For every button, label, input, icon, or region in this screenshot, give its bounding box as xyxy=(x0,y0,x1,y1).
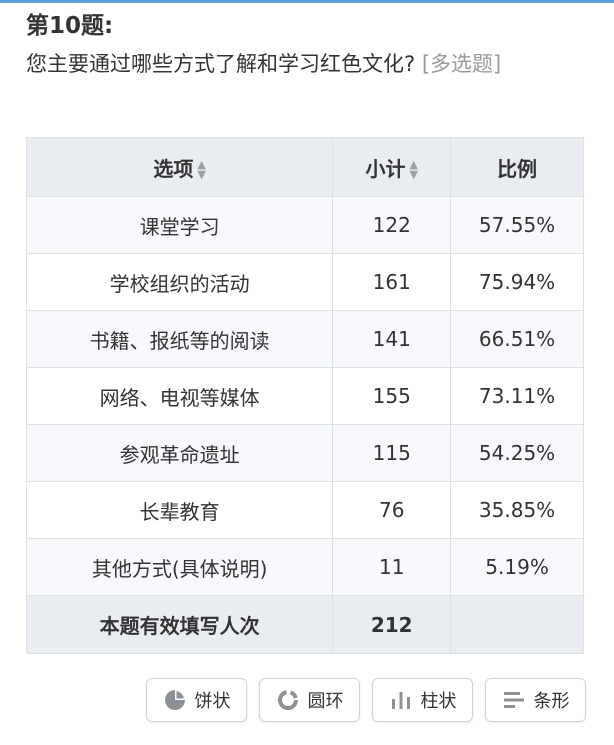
footer-label: 本题有效填写人次 xyxy=(27,596,333,654)
table-row: 其他方式(具体说明) 11 5.19% xyxy=(27,539,584,596)
top-accent-line xyxy=(0,0,614,3)
result-table: 选项 ▲ ▼ 小计 ▲ ▼ 比例 课堂学习 122 57.55% 学校组织的活动 161… xyxy=(26,137,584,654)
question-type-tag: [多选题] xyxy=(422,52,501,76)
row-ratio: 5.19% xyxy=(451,539,584,596)
row-count: 76 xyxy=(333,482,451,539)
row-count: 155 xyxy=(333,368,451,425)
question-text: 您主要通过哪些方式了解和学习红色文化? xyxy=(26,52,415,76)
row-ratio: 35.85% xyxy=(451,482,584,539)
bar-chart-button[interactable]: 柱状 xyxy=(372,678,473,722)
header-ratio: 比例 xyxy=(451,138,584,197)
header-ratio-label: 比例 xyxy=(497,157,537,181)
horizontal-bar-chart-button[interactable]: 条形 xyxy=(485,678,586,722)
row-count: 11 xyxy=(333,539,451,596)
pie-chart-button[interactable]: 饼状 xyxy=(146,678,247,722)
pie-chart-icon xyxy=(163,688,187,712)
header-option[interactable]: 选项 ▲ ▼ xyxy=(27,138,333,197)
question-block: 第10题: 您主要通过哪些方式了解和学习红色文化? [多选题] xyxy=(26,10,586,82)
row-ratio: 75.94% xyxy=(451,254,584,311)
header-count[interactable]: 小计 ▲ ▼ xyxy=(333,138,451,197)
row-option: 课堂学习 xyxy=(27,197,333,254)
header-count-label: 小计 xyxy=(365,157,405,181)
header-option-label: 选项 xyxy=(153,157,193,181)
row-option: 其他方式(具体说明) xyxy=(27,539,333,596)
question-number: 第10题: xyxy=(26,10,586,42)
row-ratio: 66.51% xyxy=(451,311,584,368)
horizontal-bar-label: 条形 xyxy=(534,687,570,713)
footer-count: 212 xyxy=(333,596,451,654)
row-option: 参观革命遗址 xyxy=(27,425,333,482)
table-row: 书籍、报纸等的阅读 141 66.51% xyxy=(27,311,584,368)
row-option: 书籍、报纸等的阅读 xyxy=(27,311,333,368)
chart-type-buttons: 饼状 圆环 柱状 条形 xyxy=(146,678,586,722)
row-option: 网络、电视等媒体 xyxy=(27,368,333,425)
table-row: 参观革命遗址 115 54.25% xyxy=(27,425,584,482)
row-count: 161 xyxy=(333,254,451,311)
table-footer-row: 本题有效填写人次 212 xyxy=(27,596,584,654)
row-ratio: 57.55% xyxy=(451,197,584,254)
horizontal-bar-icon xyxy=(502,688,526,712)
donut-chart-button[interactable]: 圆环 xyxy=(259,678,360,722)
table-row: 长辈教育 76 35.85% xyxy=(27,482,584,539)
table-header-row: 选项 ▲ ▼ 小计 ▲ ▼ 比例 xyxy=(27,138,584,197)
row-count: 122 xyxy=(333,197,451,254)
table-row: 学校组织的活动 161 75.94% xyxy=(27,254,584,311)
sort-icon[interactable]: ▲ ▼ xyxy=(409,160,417,180)
bar-chart-label: 柱状 xyxy=(421,687,457,713)
row-ratio: 73.11% xyxy=(451,368,584,425)
bar-chart-icon xyxy=(389,688,413,712)
pie-chart-label: 饼状 xyxy=(195,687,231,713)
row-ratio: 54.25% xyxy=(451,425,584,482)
table-row: 课堂学习 122 57.55% xyxy=(27,197,584,254)
table-row: 网络、电视等媒体 155 73.11% xyxy=(27,368,584,425)
donut-chart-icon xyxy=(276,688,300,712)
footer-ratio xyxy=(451,596,584,654)
row-option: 长辈教育 xyxy=(27,482,333,539)
row-count: 141 xyxy=(333,311,451,368)
question-text-block: 您主要通过哪些方式了解和学习红色文化? [多选题] xyxy=(26,46,571,82)
row-count: 115 xyxy=(333,425,451,482)
row-option: 学校组织的活动 xyxy=(27,254,333,311)
donut-chart-label: 圆环 xyxy=(308,687,344,713)
sort-icon[interactable]: ▲ ▼ xyxy=(197,160,205,180)
